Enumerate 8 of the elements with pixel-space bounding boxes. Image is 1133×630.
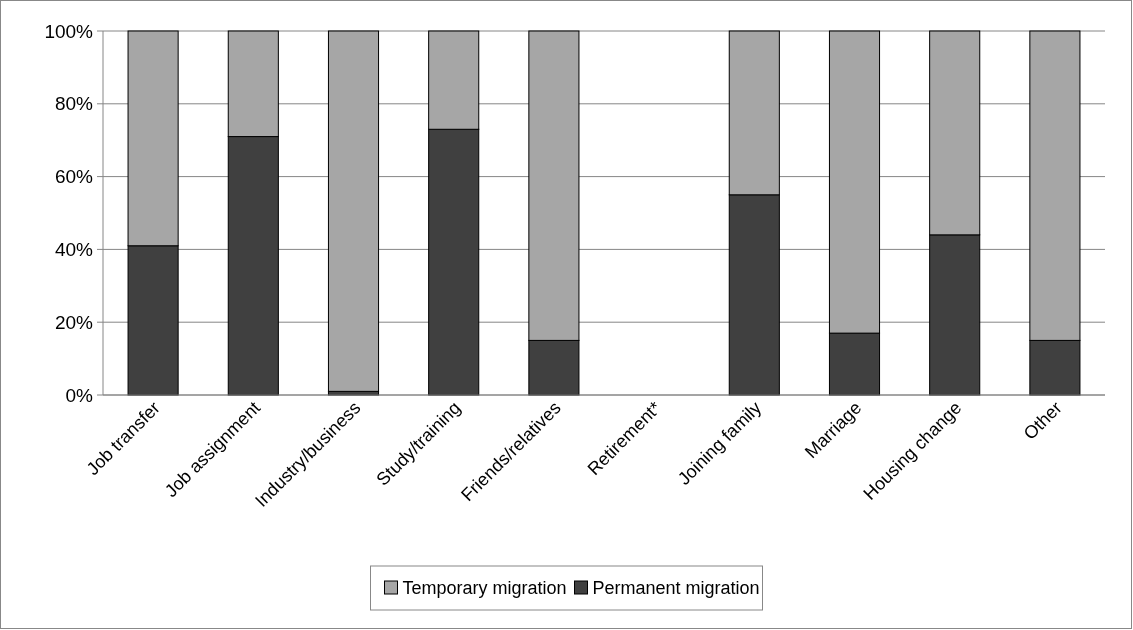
y-tick-label: 60% [54, 166, 94, 188]
y-tick-label: 0% [65, 384, 94, 406]
y-tick-label: 80% [54, 93, 94, 115]
y-tick-label: 100% [44, 20, 94, 42]
y-tick-label: 40% [54, 239, 94, 261]
y-tick-label: 20% [54, 311, 94, 333]
legend-label: Temporary migration [402, 578, 567, 599]
legend-label: Permanent migration [592, 578, 760, 599]
